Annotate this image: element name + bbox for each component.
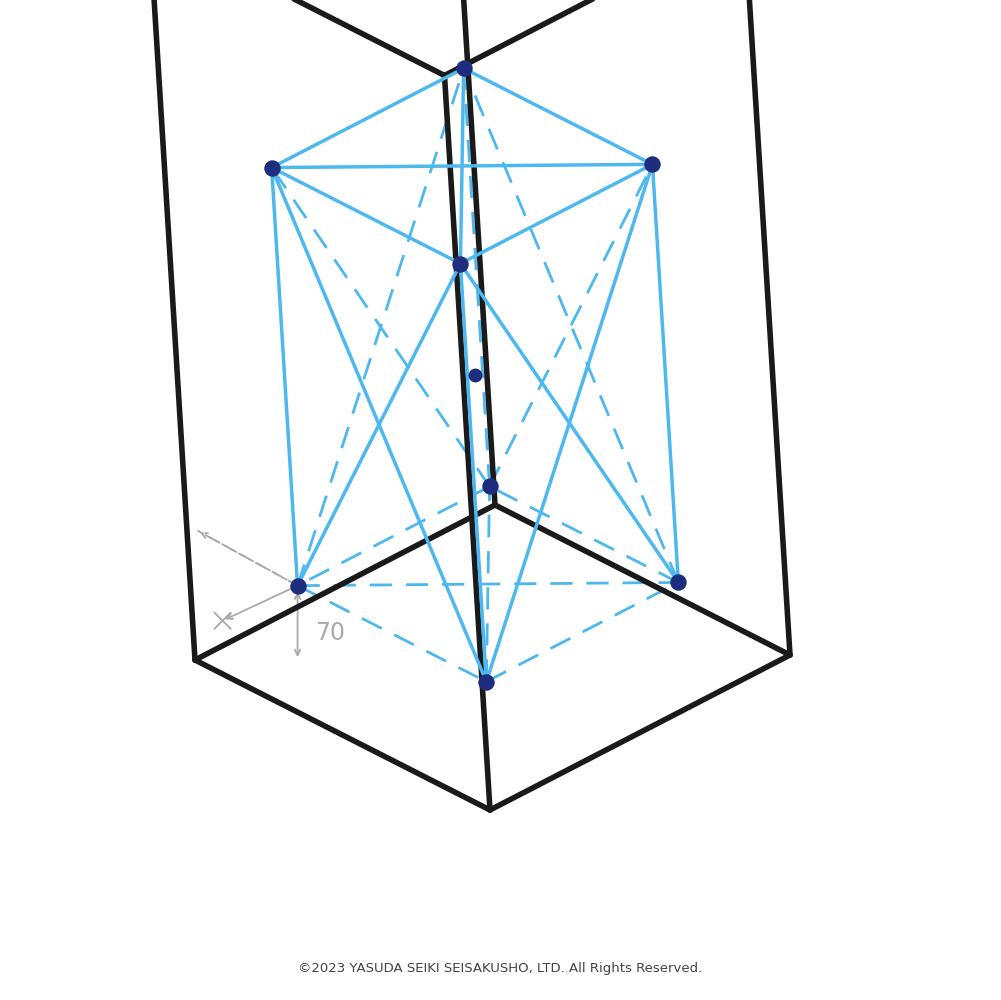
Point xyxy=(671,574,687,590)
Point xyxy=(478,674,494,690)
Point xyxy=(452,256,468,272)
Point xyxy=(645,156,661,172)
Point xyxy=(455,60,471,76)
Point xyxy=(289,578,305,594)
Point xyxy=(481,478,497,494)
Text: ©2023 YASUDA SEIKI SEISAKUSHO, LTD. All Rights Reserved.: ©2023 YASUDA SEIKI SEISAKUSHO, LTD. All … xyxy=(298,962,702,975)
Text: 70: 70 xyxy=(315,621,345,645)
Point xyxy=(467,367,483,383)
Point xyxy=(263,160,279,176)
